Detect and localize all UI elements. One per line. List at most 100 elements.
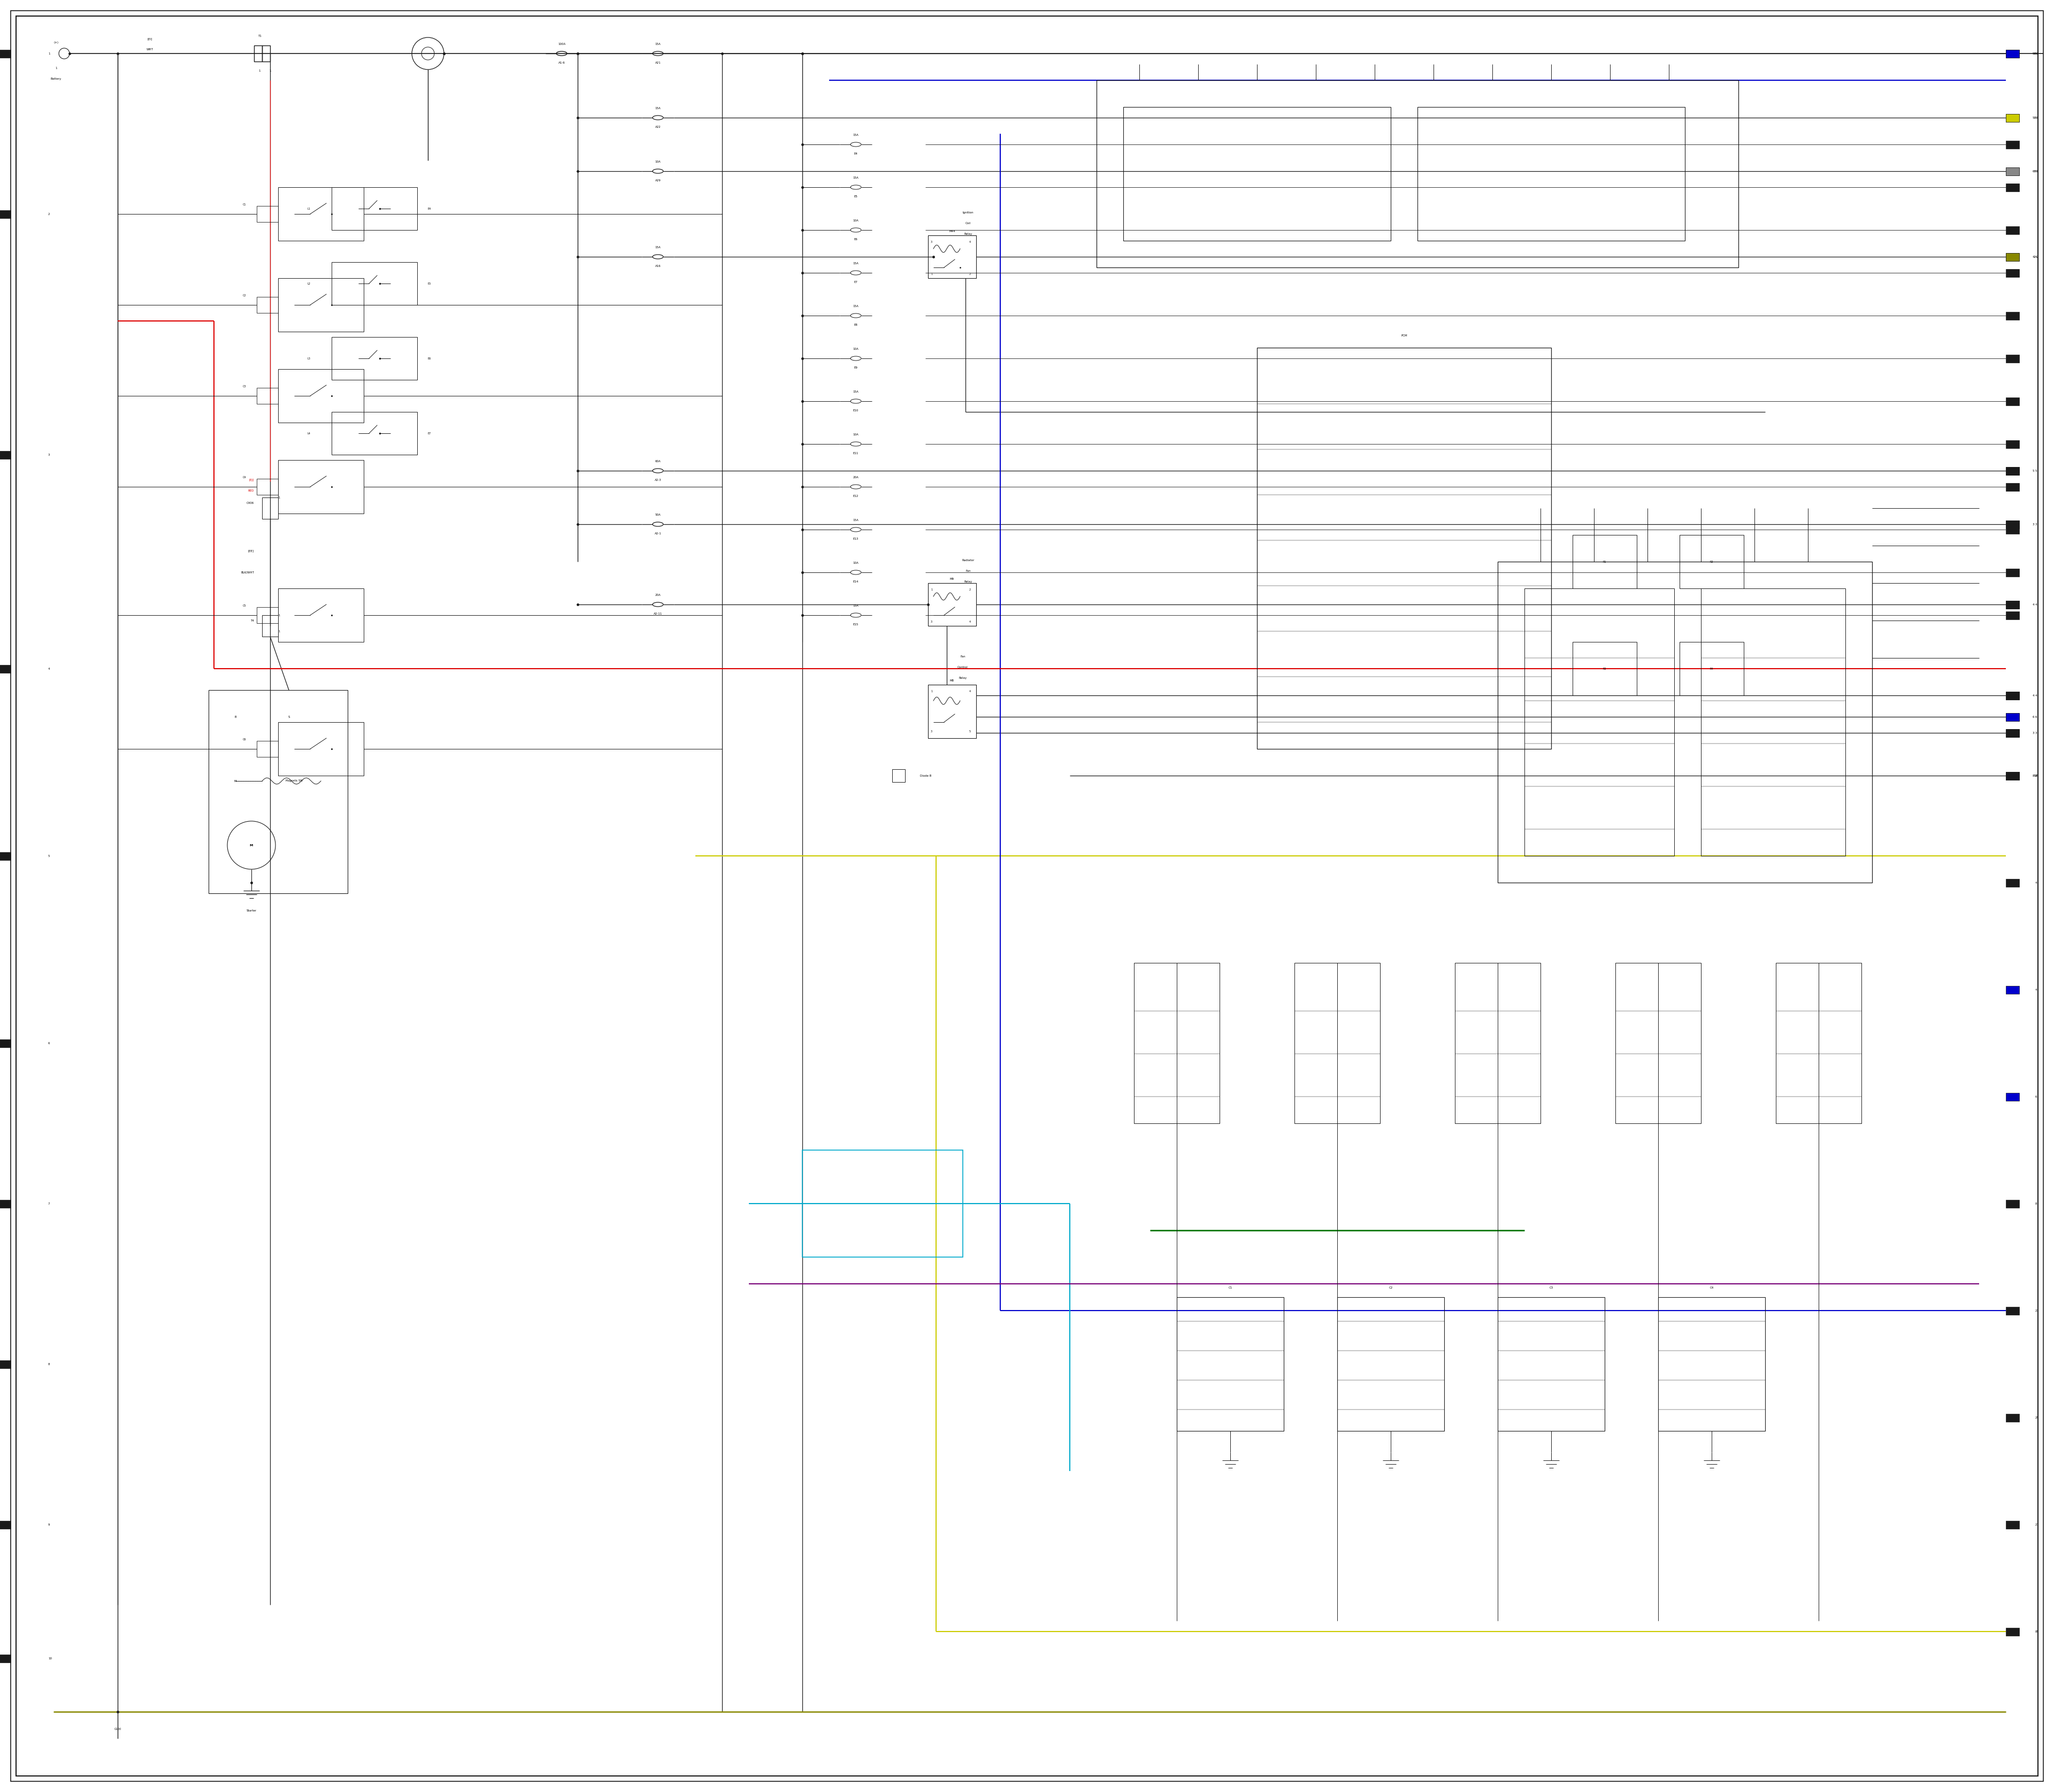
Text: 10A: 10A — [852, 348, 859, 351]
Text: 15A: 15A — [852, 134, 859, 136]
Bar — [2007, 355, 2019, 362]
Text: Fan: Fan — [965, 570, 972, 572]
Bar — [2007, 520, 2019, 529]
Bar — [2007, 713, 2019, 720]
Text: R2: R2 — [1709, 561, 1713, 563]
Bar — [2007, 729, 2019, 737]
Text: Battery: Battery — [51, 77, 62, 81]
Text: C3: C3 — [1549, 1287, 1553, 1288]
Text: 15A: 15A — [852, 262, 859, 265]
Text: A22: A22 — [655, 125, 661, 129]
Text: 15A: 15A — [655, 108, 661, 109]
Text: RED: RED — [249, 489, 255, 493]
Text: C5: C5 — [242, 604, 246, 607]
Text: 15A: 15A — [852, 604, 859, 607]
Bar — [2007, 878, 2019, 887]
Text: 20A: 20A — [852, 477, 859, 478]
Bar — [257, 387, 277, 403]
Bar — [277, 278, 364, 332]
Text: M: M — [234, 780, 236, 783]
Bar — [0, 1199, 10, 1208]
Bar — [1614, 962, 1701, 1124]
Bar — [263, 615, 277, 636]
Text: 58: 58 — [2033, 52, 2036, 56]
Bar — [1124, 108, 1391, 240]
Text: WHT: WHT — [146, 48, 154, 50]
Bar — [928, 235, 976, 278]
Bar — [1177, 1297, 1284, 1432]
Text: PCM: PCM — [1401, 335, 1407, 337]
Bar — [2007, 253, 2019, 262]
Bar — [257, 478, 277, 495]
Bar — [331, 262, 417, 305]
Bar — [2007, 113, 2019, 122]
Text: 10: 10 — [47, 1658, 51, 1659]
Bar — [0, 50, 10, 57]
Text: L1: L1 — [308, 208, 310, 210]
Text: A2-11: A2-11 — [653, 613, 661, 615]
Text: Starter: Starter — [246, 909, 257, 912]
Bar — [928, 685, 976, 738]
Text: M8: M8 — [949, 679, 955, 683]
Bar — [2007, 466, 2019, 475]
Bar — [2007, 568, 2019, 577]
Text: G100: G100 — [115, 1727, 121, 1731]
Bar — [1573, 642, 1637, 695]
Bar — [2007, 1093, 2019, 1100]
Bar — [2007, 692, 2019, 699]
Bar — [803, 1150, 963, 1256]
Bar — [2007, 167, 2019, 176]
Text: 50A: 50A — [655, 514, 661, 516]
Text: 25: 25 — [2036, 1416, 2040, 1419]
Bar — [2007, 520, 2019, 529]
Text: [EE]: [EE] — [249, 550, 255, 552]
Text: Diode B: Diode B — [920, 774, 930, 778]
Bar — [2007, 772, 2019, 780]
Bar — [1497, 561, 1871, 883]
Text: E10: E10 — [852, 409, 859, 412]
Text: 85: 85 — [2036, 1631, 2040, 1633]
Bar — [331, 337, 417, 380]
Bar — [891, 769, 906, 781]
Bar — [0, 851, 10, 860]
Bar — [2007, 183, 2019, 192]
Text: Ignition: Ignition — [963, 211, 974, 213]
Text: 27: 27 — [2036, 1523, 2040, 1525]
Text: R3: R3 — [1602, 667, 1606, 670]
Bar — [255, 45, 263, 61]
Bar — [2007, 50, 2019, 57]
Bar — [1134, 962, 1220, 1124]
Bar — [2007, 167, 2019, 176]
Text: E7: E7 — [427, 432, 431, 435]
Text: M9: M9 — [949, 577, 955, 581]
Text: 68: 68 — [2036, 170, 2040, 172]
Text: L2: L2 — [308, 281, 310, 285]
Bar — [1573, 536, 1637, 588]
Text: C4: C4 — [242, 477, 246, 478]
Text: C2: C2 — [1389, 1287, 1393, 1288]
Text: [EI]: [EI] — [148, 38, 152, 39]
Bar — [210, 690, 347, 894]
Text: A2-3: A2-3 — [655, 478, 661, 482]
Bar — [1417, 108, 1684, 240]
Text: R4: R4 — [1709, 667, 1713, 670]
Bar — [2007, 226, 2019, 235]
Bar — [1680, 642, 1744, 695]
Bar — [263, 45, 271, 61]
Bar — [2007, 713, 2019, 720]
Bar — [2007, 772, 2019, 780]
Text: A2-1: A2-1 — [655, 532, 661, 536]
Text: [EJ]: [EJ] — [249, 478, 255, 482]
Text: A16: A16 — [655, 265, 661, 267]
Text: Magnetic SW: Magnetic SW — [286, 780, 302, 783]
Text: L4: L4 — [308, 432, 310, 435]
Text: 10A: 10A — [852, 561, 859, 564]
Text: 23: 23 — [2036, 1310, 2040, 1312]
Text: 15A: 15A — [852, 177, 859, 179]
Text: 42: 42 — [2033, 256, 2036, 258]
Bar — [1497, 1297, 1604, 1432]
Text: C3: C3 — [242, 385, 246, 387]
Text: E12: E12 — [852, 495, 859, 498]
Text: 59: 59 — [2033, 116, 2036, 118]
Text: T4: T4 — [251, 620, 255, 622]
